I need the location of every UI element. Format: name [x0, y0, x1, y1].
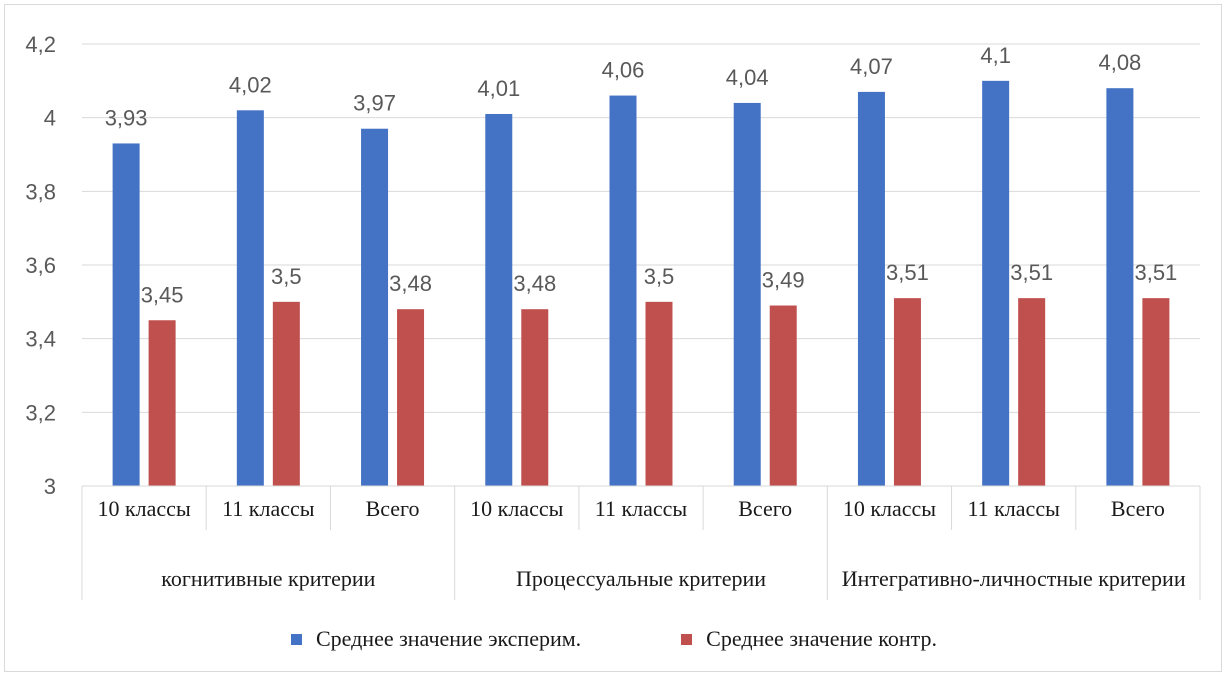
data-label-control: 3,48 — [513, 271, 556, 296]
bar-experimental — [982, 80, 1010, 486]
data-label-control: 3,51 — [886, 260, 929, 285]
bar-experimental — [361, 128, 389, 486]
data-label-experimental: 4,08 — [1098, 50, 1141, 75]
data-label-experimental: 4,02 — [229, 72, 272, 97]
y-tick-label: 3,2 — [25, 400, 56, 425]
data-label-experimental: 4,1 — [980, 43, 1011, 68]
y-tick-label: 3 — [44, 474, 56, 499]
category-label: 10 классы — [97, 496, 190, 521]
category-label: Всего — [738, 496, 792, 521]
bar-experimental — [857, 91, 885, 486]
y-tick-label: 4,2 — [25, 32, 56, 57]
data-label-experimental: 3,97 — [353, 91, 396, 116]
data-label-experimental: 3,93 — [105, 105, 148, 130]
data-label-control: 3,51 — [1010, 260, 1053, 285]
y-tick-label: 4 — [44, 106, 56, 131]
legend-swatch-control — [681, 633, 693, 645]
bar-control — [1018, 298, 1046, 486]
bar-experimental — [609, 95, 637, 487]
bar-control — [1142, 298, 1170, 486]
data-label-control: 3,45 — [141, 282, 184, 307]
category-label: 11 классы — [222, 496, 315, 521]
legend-item-experimental: Среднее значение эксперим. — [290, 626, 582, 652]
data-label-experimental: 4,07 — [850, 54, 893, 79]
bar-experimental — [1106, 88, 1134, 486]
legend-label-experimental: Среднее значение эксперим. — [315, 626, 582, 651]
bar-control — [769, 305, 797, 486]
bar-control — [148, 320, 176, 486]
bar-experimental — [733, 102, 761, 486]
bar-control — [521, 309, 549, 486]
y-tick-label: 3,8 — [25, 179, 56, 204]
category-label: Всего — [366, 496, 420, 521]
legend-item-control: Среднее значение контр. — [681, 626, 937, 652]
legend-swatch-experimental — [290, 633, 302, 645]
legend: Среднее значение эксперим. Среднее значе… — [0, 622, 1228, 656]
bar-control — [893, 298, 921, 486]
data-label-experimental: 4,06 — [602, 58, 645, 83]
data-label-control: 3,5 — [644, 264, 675, 289]
bar-control — [397, 309, 425, 486]
data-label-experimental: 4,04 — [726, 65, 769, 90]
bar-experimental — [112, 143, 140, 486]
category-label: Всего — [1111, 496, 1165, 521]
y-tick-label: 3,4 — [25, 327, 56, 352]
category-label: 11 классы — [967, 496, 1060, 521]
data-label-control: 3,51 — [1134, 260, 1177, 285]
bar-experimental — [485, 113, 513, 486]
legend-label-control: Среднее значение контр. — [706, 626, 938, 651]
bar-control — [272, 301, 300, 486]
data-label-control: 3,5 — [271, 264, 302, 289]
group-label: Процессуальные критерии — [516, 566, 766, 591]
data-label-experimental: 4,01 — [477, 76, 520, 101]
bar-experimental — [236, 110, 264, 487]
bar-control — [645, 301, 673, 486]
data-label-control: 3,49 — [762, 268, 805, 293]
category-label: 10 классы — [843, 496, 936, 521]
data-label-control: 3,48 — [389, 271, 432, 296]
category-label: 11 классы — [595, 496, 688, 521]
y-tick-label: 3,6 — [25, 253, 56, 278]
group-label: когнитивные критерии — [161, 566, 375, 591]
category-label: 10 классы — [470, 496, 563, 521]
group-label: Интегративно-личностные критерии — [842, 566, 1186, 591]
